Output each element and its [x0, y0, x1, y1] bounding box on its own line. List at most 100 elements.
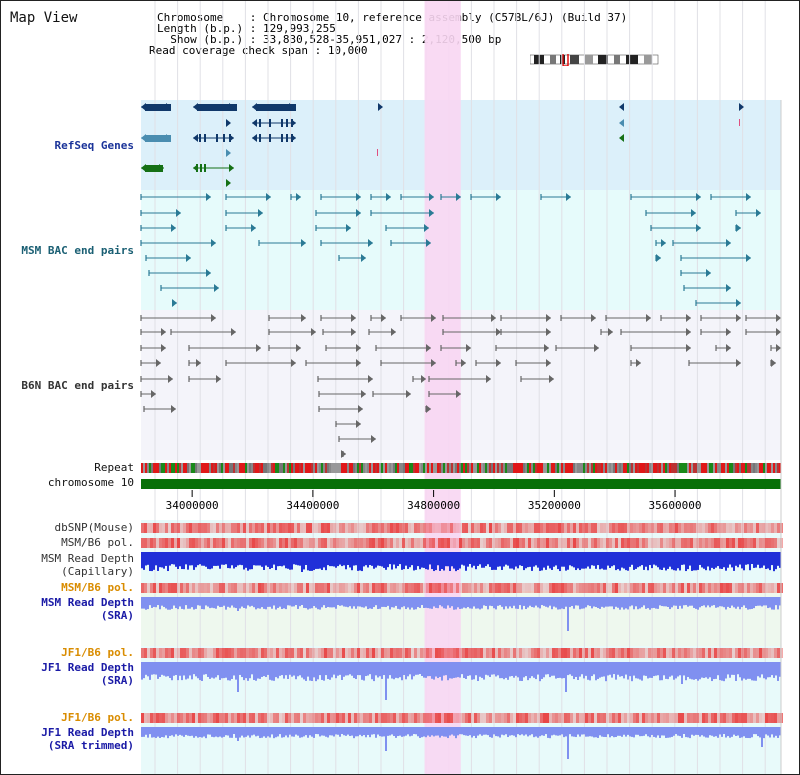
msm-sra-depth-bar	[571, 597, 573, 606]
msm-cap-depth-bar	[593, 552, 595, 566]
jf1-pol-cell	[477, 648, 480, 658]
repeat-block	[367, 463, 369, 473]
msm-pol2-cell	[234, 583, 237, 593]
msm-pol-cell	[723, 538, 726, 548]
repeat-block	[417, 463, 419, 473]
repeat-block	[217, 463, 219, 473]
jf1-pol2-cell	[396, 713, 399, 723]
msm-cap-depth-bar	[291, 552, 293, 570]
jf1-pol2-cell	[774, 713, 777, 723]
msm-sra-depth-bar	[375, 597, 377, 606]
dbsnp-cell	[153, 523, 156, 533]
msm-pol-cell	[450, 538, 453, 548]
jf1-pol2-cell	[714, 713, 717, 723]
jf1-sra-depth-bar	[371, 662, 373, 680]
jf1-sra-depth-bar	[599, 662, 601, 678]
jf1-pol-cell	[351, 648, 354, 658]
jf1-sra-depth-bar	[255, 662, 257, 681]
msm-pol-cell	[549, 538, 552, 548]
jf1-trim-depth-bar	[143, 727, 145, 737]
msm-sra-depth-bar	[207, 597, 209, 607]
jf1-sra-depth-bar	[385, 662, 387, 700]
msm-cap-depth-bar	[775, 552, 777, 570]
jf1-pol-cell	[585, 648, 588, 658]
jf1-pol-cell	[579, 648, 582, 658]
msm-pol-cell	[546, 538, 549, 548]
msm-cap-depth-bar	[303, 552, 305, 570]
jf1-pol-cell	[156, 648, 159, 658]
jf1-sra-depth-bar	[759, 662, 761, 678]
track-label-b6n-bac[interactable]: B6N BAC end pairs	[21, 379, 134, 392]
dbsnp-cell	[603, 523, 606, 533]
msm-cap-depth-bar	[735, 552, 737, 566]
track-label-refseq-genes[interactable]: RefSeq Genes	[54, 139, 134, 152]
msm-pol-cell	[414, 538, 417, 548]
jf1-sra-depth-bar	[573, 662, 575, 680]
jf1-sra-depth-bar	[221, 662, 223, 679]
msm-cap-depth-bar	[393, 552, 395, 565]
msm-pol2-cell	[618, 583, 621, 593]
jf1-trim-depth-bar	[157, 727, 159, 737]
msm-cap-depth-bar	[383, 552, 385, 568]
jf1-sra-depth-bar	[483, 662, 485, 680]
msm-sra-depth-bar	[233, 597, 235, 608]
msm-sra-depth-bar	[703, 597, 705, 606]
repeat-block	[615, 463, 617, 473]
jf1-sra-depth-bar	[569, 662, 571, 675]
jf1-sra-depth-bar	[269, 662, 271, 680]
msm-pol2-cell	[657, 583, 660, 593]
msm-sra-depth-bar	[537, 597, 539, 608]
gene-exon	[286, 119, 288, 127]
jf1-trim-depth-bar	[297, 727, 299, 736]
jf1-pol2-cell	[243, 713, 246, 723]
msm-sra-depth-bar	[541, 597, 543, 606]
msm-cap-depth-bar	[449, 552, 451, 572]
jf1-pol2-cell	[357, 713, 360, 723]
jf1-trim-depth-bar	[567, 727, 569, 759]
msm-sra-depth-bar	[315, 597, 317, 608]
track-label-msm-bac[interactable]: MSM BAC end pairs	[21, 244, 134, 257]
msm-sra-depth-bar	[423, 597, 425, 608]
jf1-pol-cell	[693, 648, 696, 658]
msm-pol-cell	[741, 538, 744, 548]
msm-cap-depth-bar	[443, 552, 445, 571]
msm-pol2-cell	[405, 583, 408, 593]
jf1-sra-depth-bar	[447, 662, 449, 681]
msm-pol-cell	[537, 538, 540, 548]
jf1-pol2-cell	[363, 713, 366, 723]
repeat-block	[325, 463, 327, 473]
jf1-trim-depth-bar	[769, 727, 771, 738]
msm-sra-depth-bar	[147, 597, 149, 610]
dbsnp-cell	[513, 523, 516, 533]
jf1-trim-depth-bar	[651, 727, 653, 735]
msm-cap-depth-bar	[157, 552, 159, 571]
jf1-trim-depth-bar	[619, 727, 621, 736]
dbsnp-cell	[282, 523, 285, 533]
msm-sra-depth-bar	[669, 597, 671, 610]
jf1-trim-depth-bar	[513, 727, 515, 736]
jf1-sra-depth-bar	[173, 662, 175, 676]
jf1-pol-cell	[165, 648, 168, 658]
jf1-pol-cell	[222, 648, 225, 658]
jf1-pol-cell	[624, 648, 627, 658]
dbsnp-cell	[561, 523, 564, 533]
msm-cap-depth-bar	[295, 552, 297, 565]
msm-cap-depth-bar	[555, 552, 557, 566]
msm-cap-depth-bar	[587, 552, 589, 567]
jf1-pol2-cell	[300, 713, 303, 723]
msm-sra-depth-bar	[675, 597, 677, 606]
jf1-sra-depth-bar	[259, 662, 261, 679]
jf1-pol2-cell	[522, 713, 525, 723]
jf1-pol2-cell	[399, 713, 402, 723]
msm-sra-depth-bar	[343, 597, 345, 607]
jf1-sra-depth-bar	[143, 662, 145, 679]
jf1-pol-cell	[183, 648, 186, 658]
b6n-bac-pair-arrow	[161, 344, 166, 352]
msm-pol-cell	[714, 538, 717, 548]
jf1-pol2-cell	[519, 713, 522, 723]
msm-pol2-cell	[276, 583, 279, 593]
gene-arrow	[193, 103, 198, 111]
msm-pol-cell	[444, 538, 447, 548]
b6n-bac-pair-arrow	[371, 435, 376, 443]
